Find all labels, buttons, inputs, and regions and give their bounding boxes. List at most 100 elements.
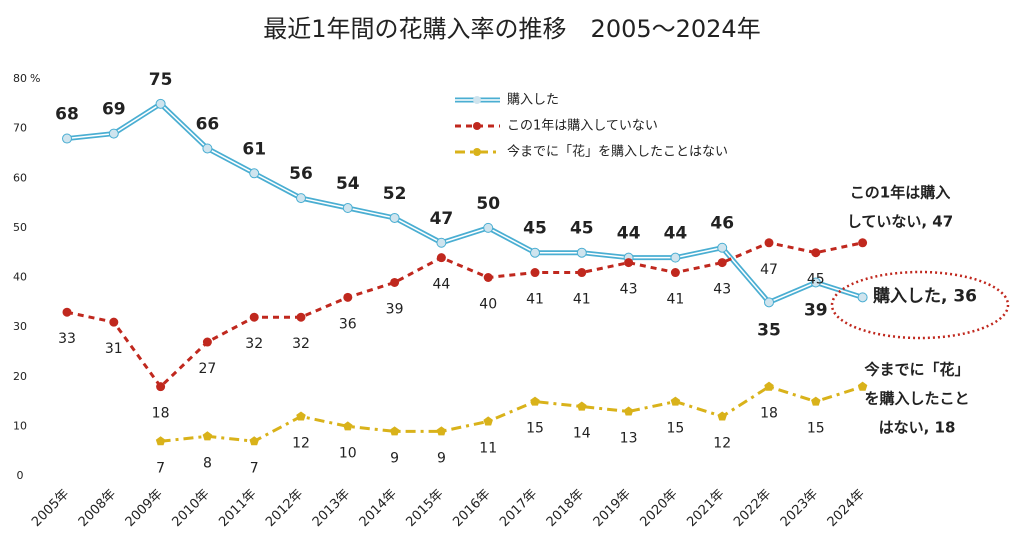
data-label: 13 — [620, 430, 638, 446]
data-point — [717, 258, 727, 268]
x-tick-label: 2021年 — [684, 487, 727, 530]
x-tick-label: 2020年 — [638, 487, 681, 530]
data-label: 33 — [58, 331, 76, 347]
x-tick-label: 2023年 — [778, 487, 821, 530]
annotation: 購入した, 36 — [873, 285, 977, 306]
x-tick-label: 2015年 — [404, 487, 447, 530]
data-label: 10 — [339, 445, 357, 461]
data-point — [343, 421, 353, 431]
y-tick-label: 70 — [13, 122, 27, 135]
y-tick-label: 50 — [13, 221, 27, 234]
data-point — [249, 312, 259, 322]
y-unit: % — [30, 72, 40, 85]
x-tick-label: 2018年 — [544, 487, 587, 530]
x-tick-label: 2022年 — [731, 487, 774, 530]
data-point — [202, 431, 213, 441]
data-point — [670, 252, 681, 263]
y-tick-label: 80 — [13, 72, 27, 85]
x-tick-label: 2016年 — [450, 487, 493, 530]
y-tick-label: 20 — [13, 370, 27, 383]
data-label: 39 — [804, 300, 828, 320]
data-label: 44 — [432, 277, 450, 293]
data-point — [857, 381, 868, 391]
data-point — [62, 307, 72, 317]
data-label: 32 — [245, 336, 263, 352]
x-tick-label: 2014年 — [357, 487, 400, 530]
legend-marker — [473, 96, 481, 104]
x-tick-label: 2017年 — [497, 487, 540, 530]
x-tick-label: 2010年 — [170, 487, 213, 530]
data-label: 43 — [620, 282, 638, 298]
data-point — [530, 268, 540, 278]
data-label: 69 — [102, 100, 126, 120]
data-point — [202, 337, 212, 347]
data-point — [764, 381, 774, 391]
data-label: 52 — [383, 184, 407, 204]
data-point — [249, 168, 260, 179]
data-label: 12 — [292, 435, 310, 451]
data-label: 27 — [198, 361, 216, 377]
data-label: 7 — [156, 460, 165, 476]
data-label: 41 — [573, 292, 591, 308]
x-tick-label: 2011年 — [216, 487, 259, 530]
y-tick-label: 60 — [13, 171, 27, 184]
data-point — [296, 312, 306, 322]
y-tick-label: 10 — [13, 419, 27, 432]
data-label: 18 — [760, 406, 778, 422]
data-point — [155, 98, 166, 109]
data-label: 56 — [289, 164, 313, 184]
data-point — [670, 268, 680, 278]
data-point — [249, 436, 259, 446]
data-point — [62, 133, 72, 144]
data-point — [390, 277, 400, 287]
y-tick-label: 0 — [17, 469, 24, 482]
data-label: 11 — [479, 440, 497, 456]
data-point — [109, 317, 119, 327]
data-point — [811, 396, 821, 406]
x-tick-label: 2008年 — [76, 487, 119, 530]
data-label: 35 — [757, 320, 781, 340]
data-label: 9 — [437, 450, 446, 466]
data-label: 75 — [149, 70, 173, 90]
data-label: 18 — [152, 406, 170, 422]
data-point — [483, 273, 493, 282]
data-point — [155, 436, 166, 446]
data-point — [857, 292, 868, 303]
y-tick-label: 30 — [13, 320, 27, 333]
data-label: 40 — [479, 297, 497, 313]
data-label: 15 — [807, 421, 825, 437]
data-point — [530, 396, 540, 406]
data-label: 61 — [242, 139, 266, 159]
data-point — [483, 416, 493, 426]
data-label: 50 — [476, 194, 500, 214]
data-point — [343, 292, 353, 302]
annotation: はない, 18 — [879, 419, 956, 437]
data-label: 9 — [390, 450, 399, 466]
data-label: 8 — [203, 455, 212, 471]
data-point — [624, 258, 634, 268]
data-point — [296, 411, 306, 421]
data-point — [576, 247, 587, 258]
data-point — [108, 128, 119, 139]
x-tick-label: 2009年 — [123, 487, 166, 530]
data-point — [717, 242, 728, 253]
series-line-core — [66, 102, 863, 304]
x-tick-label: 2013年 — [310, 487, 353, 530]
data-label: 54 — [336, 174, 360, 194]
data-point — [436, 237, 447, 248]
data-label: 45 — [807, 272, 825, 288]
data-label: 44 — [664, 224, 688, 244]
data-label: 31 — [105, 341, 123, 357]
data-point — [156, 382, 166, 392]
data-label: 36 — [339, 316, 357, 332]
legend-label: この1年は購入していない — [507, 119, 658, 134]
data-label: 41 — [526, 292, 544, 308]
data-point — [810, 277, 821, 288]
y-tick-label: 40 — [13, 271, 27, 284]
data-label: 7 — [250, 460, 259, 476]
data-point — [530, 247, 540, 258]
annotation: この1年は購入 — [850, 184, 950, 202]
data-point — [483, 222, 494, 233]
legend-label: 購入した — [507, 93, 559, 108]
